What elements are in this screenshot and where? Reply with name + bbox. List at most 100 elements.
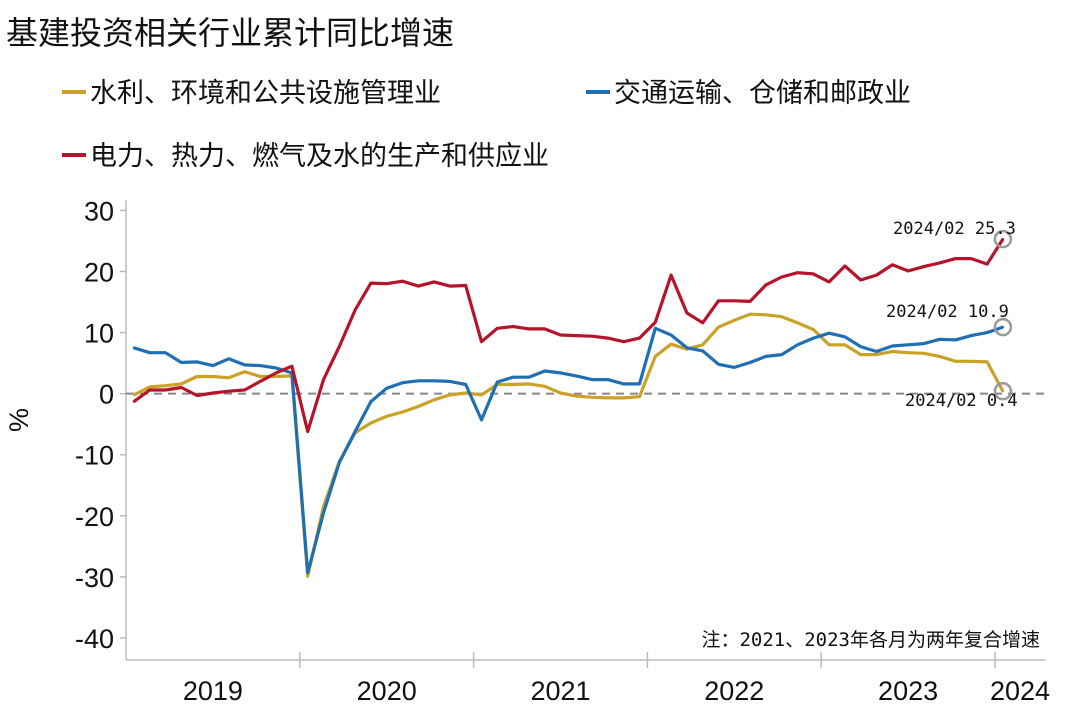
data-point (843, 343, 847, 346)
data-point (527, 382, 531, 386)
data-point (764, 283, 768, 287)
data-point (385, 386, 388, 390)
data-point (970, 360, 973, 363)
data-point (685, 346, 689, 350)
data-point (859, 345, 862, 348)
data-point (132, 346, 136, 350)
data-point (954, 360, 957, 363)
data-point (227, 390, 230, 393)
data-point (606, 396, 610, 400)
y-tick-label: 10 (84, 319, 114, 349)
data-point (322, 511, 325, 514)
y-tick-label: 30 (84, 196, 114, 226)
data-point (227, 376, 230, 379)
legend-label-water: 水利、环境和公共设施管理业 (90, 78, 441, 109)
data-point (274, 375, 278, 378)
data-point (891, 350, 894, 353)
data-point (559, 371, 562, 375)
data-point (180, 382, 183, 386)
data-point (780, 275, 783, 279)
data-point (496, 327, 499, 330)
data-point (195, 394, 199, 397)
data-point (827, 343, 831, 346)
data-point (954, 257, 957, 260)
chart-note: 注：2021、2023年各月为两年复合增速 (701, 629, 1040, 651)
data-point (606, 378, 610, 381)
data-point (338, 461, 341, 464)
data-point (259, 364, 262, 367)
data-point (590, 396, 594, 399)
data-point (417, 405, 420, 408)
data-point (733, 299, 736, 302)
data-point (654, 327, 657, 330)
legend-label-transport: 交通运输、仓储和邮政业 (614, 78, 911, 109)
data-point (464, 383, 467, 386)
data-point (148, 385, 151, 389)
data-point (432, 398, 436, 401)
y-tick-label: -40 (75, 624, 114, 654)
data-point (306, 571, 309, 574)
data-point (780, 315, 783, 318)
data-point (1001, 325, 1005, 329)
data-point (211, 364, 215, 367)
data-point (211, 391, 215, 395)
data-point (164, 388, 167, 392)
data-point (748, 300, 752, 303)
data-point (622, 396, 625, 400)
data-point (559, 333, 562, 337)
data-point (338, 345, 341, 348)
data-point (464, 284, 467, 287)
data-point (669, 333, 673, 337)
data-point (417, 379, 420, 383)
data-point (369, 281, 373, 285)
data-point (480, 340, 483, 343)
data-point (148, 388, 151, 392)
data-point (448, 284, 452, 288)
data-point (432, 379, 436, 383)
data-point (306, 430, 309, 433)
data-point (717, 325, 720, 329)
data-point (701, 349, 704, 353)
data-point (148, 351, 151, 354)
data-point (290, 364, 294, 368)
data-point (195, 375, 199, 378)
series-line-2 (132, 238, 1005, 434)
data-point (575, 334, 578, 337)
data-point (938, 355, 941, 358)
data-point (243, 363, 246, 367)
y-tick-label: 0 (99, 380, 114, 410)
data-point (527, 327, 531, 331)
data-point (906, 343, 910, 346)
data-point (970, 334, 973, 337)
data-point (796, 321, 799, 324)
data-point (985, 331, 989, 334)
data-point (590, 335, 594, 338)
y-tick-label: 20 (84, 257, 114, 287)
data-point (717, 363, 720, 366)
series-lines (132, 229, 1013, 578)
data-point (575, 394, 578, 398)
data-point (480, 393, 483, 397)
data-point (274, 371, 278, 375)
data-point (654, 320, 657, 324)
data-point (511, 325, 515, 328)
callout-transport: 2024/02 10.9 (886, 302, 1009, 322)
data-point (448, 393, 452, 397)
data-point (827, 331, 831, 335)
data-point (180, 386, 183, 389)
data-point (669, 342, 673, 346)
data-point (164, 384, 167, 387)
data-point (369, 421, 373, 425)
data-point (543, 385, 546, 388)
data-point (1001, 390, 1005, 393)
data-point (622, 382, 625, 386)
data-point (511, 375, 515, 379)
data-point (401, 280, 404, 283)
data-point (891, 263, 894, 266)
data-point (654, 355, 657, 358)
data-point (401, 410, 404, 414)
series-line-0 (133, 312, 1005, 578)
x-tick-label: 2024 (990, 676, 1050, 706)
data-point (306, 575, 309, 578)
data-point (922, 265, 926, 268)
